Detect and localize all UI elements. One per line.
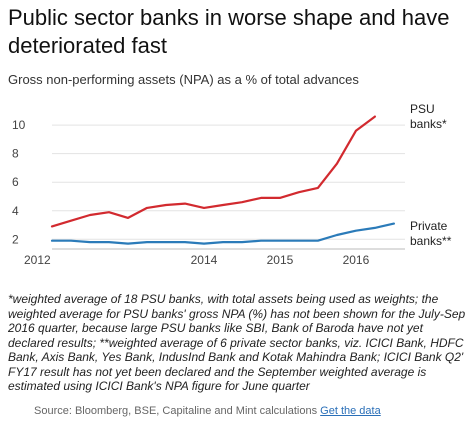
y-tick-label: 2: [12, 232, 19, 246]
x-tick-label: 2014: [191, 253, 218, 267]
npa-line-chart: 2 4 6 8 10 2012 2014 2015 2016 PSU banks* Private ba…: [12, 102, 452, 267]
chart-title: Public sector banks in worse shape and h…: [8, 5, 450, 58]
y-tick-label: 10: [12, 118, 26, 132]
chart-subtitle: Gross non-performing assets (NPA) as a %…: [8, 72, 359, 87]
source-line: Source: Bloomberg, BSE, Capitaline and M…: [34, 405, 381, 417]
get-the-data-link[interactable]: Get the data: [320, 405, 381, 417]
x-tick-label: 2012: [24, 253, 51, 267]
y-tick-label: 4: [12, 204, 19, 218]
y-tick-label: 6: [12, 175, 19, 189]
x-tick-label: 2016: [343, 253, 370, 267]
source-text: Source: Bloomberg, BSE, Capitaline and M…: [34, 405, 318, 417]
y-tick-label: 8: [12, 147, 19, 161]
private-banks-legend-label: Private banks**: [410, 219, 452, 248]
psu-banks-line: [50, 115, 376, 228]
x-tick-label: 2015: [267, 253, 294, 267]
psu-banks-legend-label: PSU banks*: [410, 102, 447, 131]
footnote: *weighted average of 18 PSU banks, with …: [8, 292, 466, 393]
private-banks-line: [50, 222, 395, 245]
